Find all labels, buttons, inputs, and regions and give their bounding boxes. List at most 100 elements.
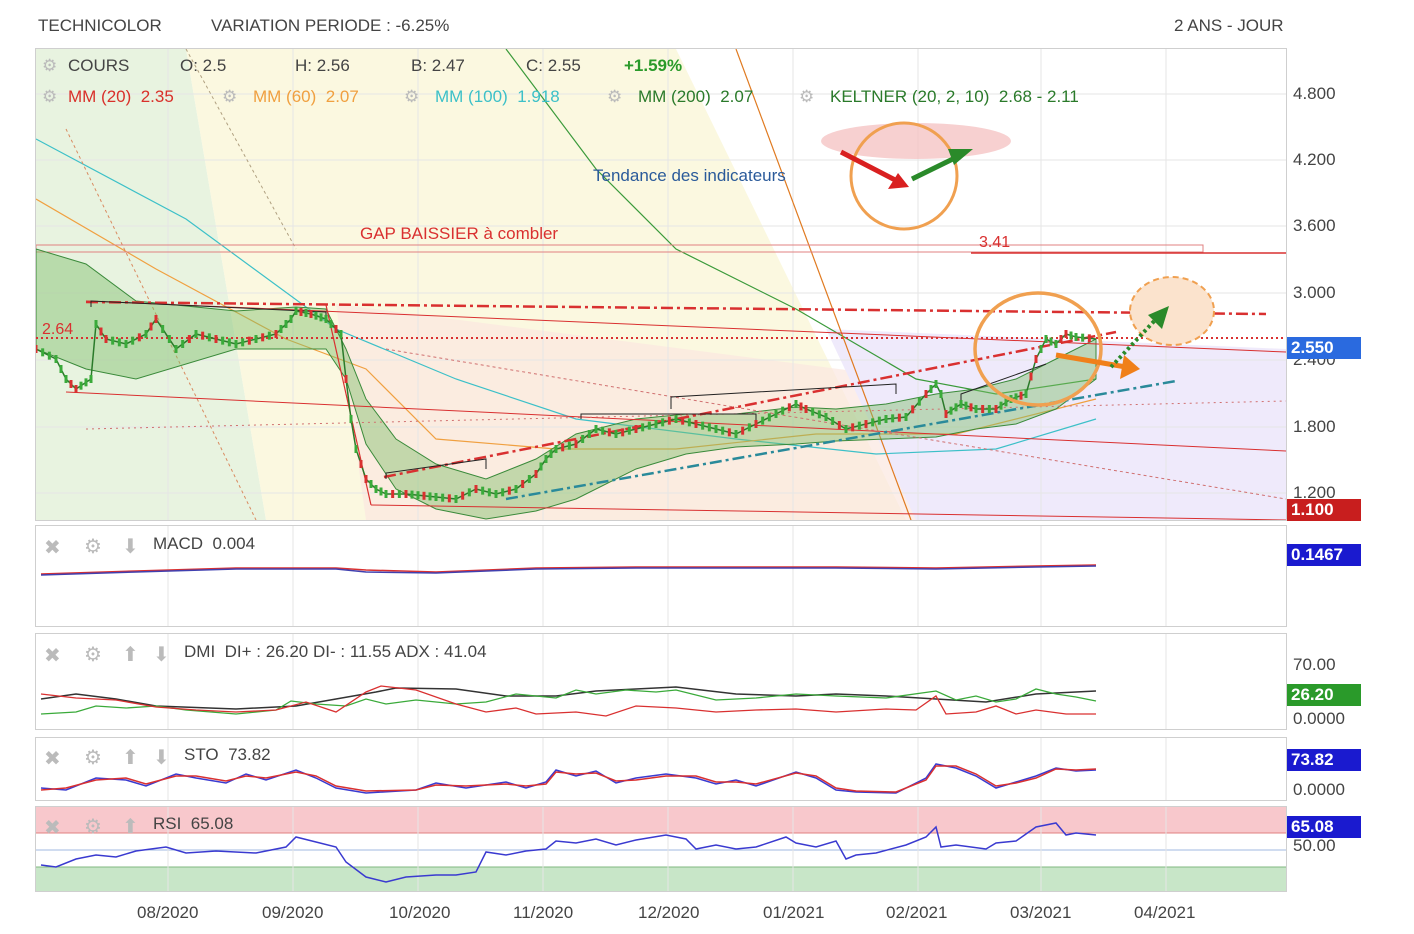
candle bbox=[137, 333, 141, 342]
price-tick: 1.200 bbox=[1293, 483, 1336, 502]
gear-icon[interactable]: ⚙ bbox=[404, 87, 420, 106]
zone-lavender bbox=[826, 329, 1286, 520]
candle bbox=[934, 380, 938, 388]
candle bbox=[767, 413, 771, 422]
rsi-panel[interactable]: ✖ ⚙ ⬆ RSI 65.08 bbox=[35, 806, 1287, 892]
candle bbox=[1054, 340, 1058, 348]
down-arrowhead-icon bbox=[888, 173, 909, 189]
trend-circle bbox=[849, 121, 959, 231]
candle bbox=[924, 390, 928, 398]
rsi-line bbox=[40, 822, 1097, 883]
gear-icon[interactable]: ⚙ bbox=[84, 536, 102, 558]
candle bbox=[487, 488, 491, 497]
candle bbox=[274, 330, 278, 338]
candle bbox=[84, 378, 88, 387]
month-label: 09/2020 bbox=[262, 903, 324, 922]
candle bbox=[349, 415, 353, 423]
candle bbox=[1029, 372, 1033, 381]
overbought-zone bbox=[36, 807, 1286, 833]
di-minus-line bbox=[40, 685, 1096, 717]
candle bbox=[434, 493, 438, 501]
arrow-up-icon[interactable]: ⬆ bbox=[122, 816, 139, 838]
candle bbox=[774, 410, 778, 418]
target-circle bbox=[1129, 276, 1215, 346]
keltner-band bbox=[35, 248, 1097, 520]
candle bbox=[299, 308, 303, 316]
rsi-label: RSI bbox=[153, 814, 182, 833]
candle bbox=[601, 426, 605, 435]
price-tick: 4.800 bbox=[1293, 84, 1336, 103]
arrow-down-icon[interactable]: ⬇ bbox=[153, 747, 170, 769]
close-icon[interactable]: ✖ bbox=[44, 817, 61, 839]
candle bbox=[647, 421, 651, 430]
gear-icon[interactable]: ⚙ bbox=[84, 747, 102, 769]
candle bbox=[131, 336, 135, 345]
candle bbox=[124, 340, 128, 348]
arrow-down-icon[interactable]: ⬇ bbox=[122, 536, 139, 558]
candle bbox=[207, 333, 211, 342]
candle bbox=[694, 420, 698, 428]
candle bbox=[319, 313, 323, 322]
gear-icon[interactable]: ⚙ bbox=[42, 56, 58, 75]
candle bbox=[864, 420, 868, 428]
gear-icon[interactable]: ⚙ bbox=[607, 87, 623, 106]
candle bbox=[254, 335, 258, 343]
mm200-value: 2.07 bbox=[720, 87, 754, 106]
candle bbox=[904, 413, 908, 421]
cours-label: COURS bbox=[67, 56, 130, 75]
sto-chart bbox=[40, 738, 1167, 800]
month-label: 04/2021 bbox=[1134, 903, 1196, 922]
candle bbox=[929, 385, 933, 393]
macd-panel[interactable]: ✖ ⚙ ⬇ MACD 0.004 bbox=[35, 525, 1287, 627]
candle bbox=[344, 375, 348, 383]
candle bbox=[339, 330, 343, 338]
mm200-label: MM (200) bbox=[638, 87, 711, 106]
gear-icon[interactable]: ⚙ bbox=[799, 87, 815, 106]
month-label: 12/2020 bbox=[638, 903, 700, 922]
candle bbox=[1064, 330, 1068, 338]
close-icon[interactable]: ✖ bbox=[44, 537, 61, 559]
candle bbox=[949, 406, 953, 415]
arrow-down-icon[interactable]: ⬇ bbox=[153, 644, 170, 666]
price-panel[interactable]: GAP BAISSIER à combler 3.41 2.64 Tendanc… bbox=[34, 48, 1287, 521]
candle bbox=[667, 416, 671, 425]
candle bbox=[534, 470, 538, 478]
zone-pink bbox=[336, 304, 916, 520]
sto-panel[interactable]: ✖ ⚙ ⬆ ⬇ STO 73.82 bbox=[35, 737, 1287, 801]
candle bbox=[747, 423, 751, 432]
candle bbox=[641, 423, 645, 432]
grid bbox=[36, 49, 1286, 520]
candle bbox=[554, 445, 558, 453]
period-selector[interactable]: 2 ANS - JOUR bbox=[1174, 16, 1284, 35]
candle bbox=[467, 488, 471, 497]
sto-badge: 73.82 bbox=[1287, 749, 1361, 771]
candle bbox=[354, 445, 358, 453]
arrow-up-icon[interactable]: ⬆ bbox=[122, 644, 139, 666]
candle bbox=[289, 315, 293, 323]
gear-icon[interactable]: ⚙ bbox=[84, 644, 102, 666]
arrow-up-icon[interactable]: ⬆ bbox=[122, 747, 139, 769]
oversold-zone bbox=[36, 867, 1286, 891]
mm200-line bbox=[505, 48, 1097, 395]
macd-signal-line bbox=[40, 565, 1097, 576]
candle bbox=[391, 490, 395, 498]
candle bbox=[981, 405, 985, 413]
close-icon[interactable]: ✖ bbox=[44, 748, 61, 770]
sto-value: 73.82 bbox=[228, 745, 271, 764]
gear-icon[interactable]: ⚙ bbox=[84, 816, 102, 838]
candle bbox=[707, 423, 711, 432]
candle bbox=[574, 440, 578, 448]
candle bbox=[221, 336, 225, 345]
candle bbox=[284, 320, 288, 328]
dmi-panel[interactable]: ✖ ⚙ ⬆ ⬇ DMI DI+ : 26.20 DI- : 11.55 ADX … bbox=[35, 633, 1287, 730]
gear-icon[interactable]: ⚙ bbox=[42, 87, 58, 106]
dmi-chart bbox=[40, 634, 1167, 729]
candle bbox=[527, 475, 531, 483]
candle bbox=[227, 338, 231, 347]
orange-trend-line bbox=[735, 48, 912, 521]
gear-icon[interactable]: ⚙ bbox=[222, 87, 238, 106]
close-icon[interactable]: ✖ bbox=[44, 645, 61, 667]
candle bbox=[1034, 355, 1038, 363]
candle bbox=[674, 415, 678, 423]
candle bbox=[1069, 331, 1073, 340]
